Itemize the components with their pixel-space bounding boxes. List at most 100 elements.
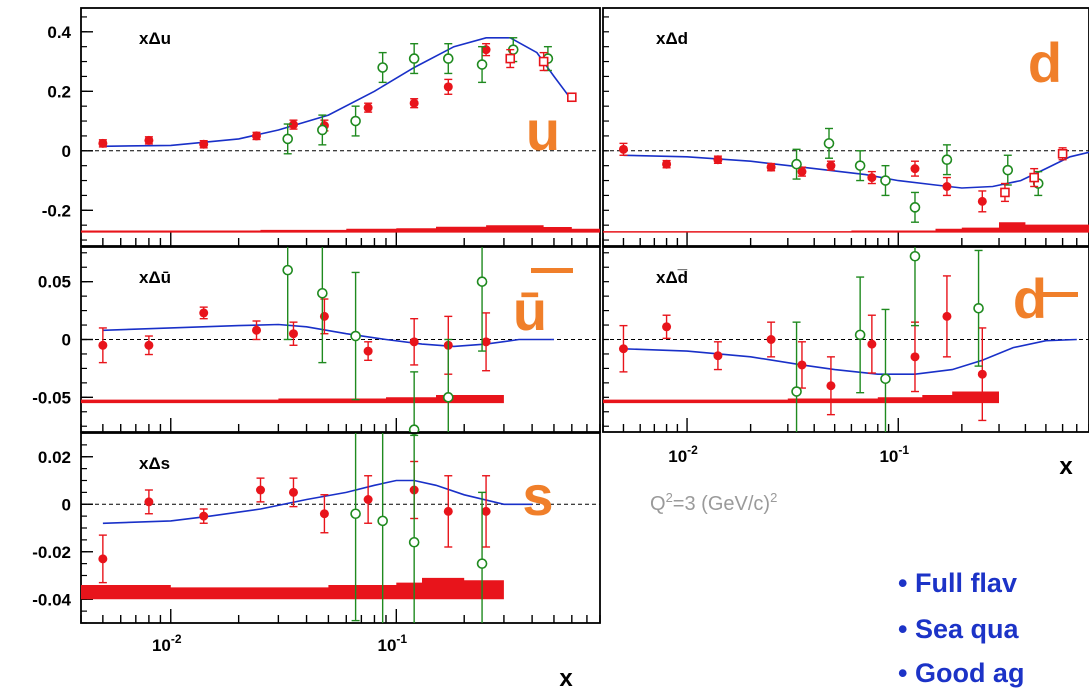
marker-filled-circle [942, 182, 952, 191]
data-point [377, 433, 388, 623]
data-point [144, 135, 154, 145]
marker-filled-circle [363, 346, 373, 356]
systematic-band [81, 577, 504, 600]
marker-filled-circle [252, 131, 262, 141]
marker-open-circle [476, 558, 488, 569]
data-point [567, 92, 577, 103]
data-point [98, 534, 108, 584]
data-point [942, 275, 952, 358]
data-point [350, 105, 361, 137]
data-point [662, 159, 672, 169]
marker-open-circle [880, 373, 891, 385]
marker-filled-circle [618, 144, 628, 154]
data-point [319, 494, 329, 534]
data-point [144, 335, 154, 356]
data-point [909, 191, 921, 223]
marker-open-circle [350, 115, 361, 127]
marker-open-circle [317, 287, 328, 299]
marker-open-square [1029, 172, 1039, 183]
marker-filled-circle [319, 311, 329, 321]
data-point [350, 433, 361, 622]
x-axis-label: x [1059, 453, 1073, 480]
marker-open-square [1000, 187, 1010, 198]
data-point [377, 51, 388, 84]
marker-open-circle [317, 124, 328, 136]
marker-filled-circle [766, 335, 776, 344]
data-point [476, 491, 488, 623]
model-curve [623, 151, 1089, 189]
marker-open-circle [377, 62, 388, 73]
data-point [481, 43, 491, 57]
y-tick-label: 0.05 [38, 273, 71, 292]
model-curve [102, 323, 554, 348]
data-point [766, 162, 776, 172]
panel-bottom-left: 0.02 0 -0.02 -0.04 xΔs s 10-2 10-1 x [32, 432, 601, 692]
bullet-item-1: • Full flav [898, 568, 1017, 598]
marker-filled-circle [319, 509, 329, 519]
marker-filled-circle [662, 322, 672, 332]
data-point [766, 321, 776, 358]
data-point [350, 271, 361, 401]
marker-filled-circle [618, 344, 628, 354]
panel-title: xΔu [139, 29, 171, 48]
data-point [443, 78, 453, 95]
x-tick-label: 10-1 [378, 632, 408, 655]
data-point [618, 324, 628, 373]
marker-filled-circle [797, 360, 807, 370]
panel-top-right: xΔd d [602, 7, 1089, 247]
marker-filled-circle [977, 196, 987, 206]
y-tick-label: 0.4 [47, 23, 71, 42]
model-curve [102, 479, 533, 525]
y-tick-label: 0.02 [38, 448, 71, 467]
marker-open-circle [909, 202, 921, 213]
data-point [867, 170, 877, 185]
marker-open-square [567, 92, 577, 103]
panel-middle-right: xΔd̅ d 10-2 10-1 x [602, 246, 1089, 480]
marker-open-circle [282, 133, 294, 145]
marker-open-circle [941, 154, 953, 166]
panel-top-left: 0.4 0.2 0 -0.2 xΔu u [42, 7, 601, 247]
data-point [797, 341, 807, 389]
marker-filled-circle [199, 511, 209, 521]
marker-filled-circle [797, 167, 807, 177]
marker-filled-circle [199, 139, 209, 149]
marker-filled-circle [942, 311, 952, 321]
data-point [973, 249, 984, 367]
data-point [505, 48, 516, 69]
marker-filled-circle [288, 120, 298, 130]
marker-filled-circle [481, 506, 491, 516]
marker-filled-circle [144, 340, 154, 350]
data-point [256, 477, 266, 503]
flavor-bar [1036, 292, 1078, 297]
data-point [977, 190, 987, 213]
marker-filled-circle [443, 506, 453, 516]
y-tick-label: -0.05 [32, 388, 71, 407]
marker-open-circle [791, 386, 802, 397]
data-point [880, 308, 891, 432]
data-point [823, 127, 835, 159]
data-point [252, 320, 262, 341]
flavor-letter: d [1028, 31, 1062, 94]
marker-filled-circle [409, 98, 419, 108]
marker-open-square [505, 53, 516, 64]
flavor-letter: ū [513, 279, 547, 342]
marker-filled-circle [199, 308, 209, 318]
data-point [1002, 154, 1014, 186]
data-point [942, 176, 952, 197]
data-point [409, 317, 419, 366]
data-point [288, 477, 298, 508]
panel-title: xΔs [139, 454, 170, 473]
data-point [199, 508, 209, 524]
marker-filled-circle [713, 351, 723, 361]
marker-filled-circle [443, 82, 453, 92]
marker-filled-circle [98, 340, 108, 350]
data-point [199, 139, 209, 149]
data-point [713, 155, 723, 165]
marker-filled-circle [288, 329, 298, 339]
data-point [618, 142, 628, 156]
marker-filled-circle [481, 337, 491, 347]
marker-open-circle [408, 424, 420, 435]
data-point [408, 434, 420, 623]
data-point [880, 164, 891, 197]
